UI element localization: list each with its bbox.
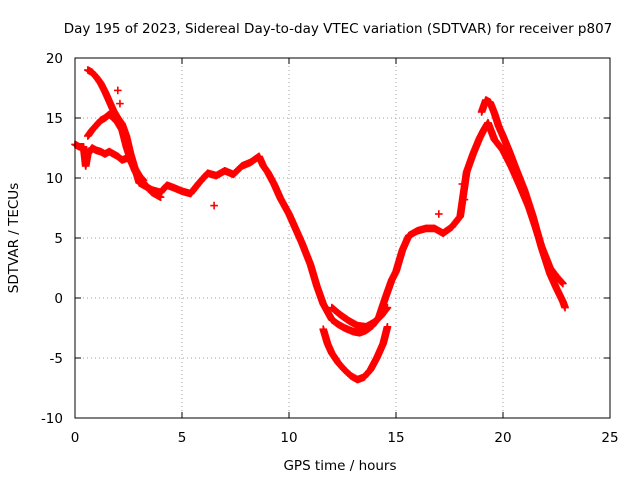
data-point	[460, 195, 469, 204]
x-tick-label: 25	[601, 430, 618, 446]
data-point	[560, 302, 569, 311]
chart-title: Day 195 of 2023, Sidereal Day-to-day VTE…	[64, 21, 613, 37]
data-point	[434, 210, 443, 218]
data-point	[210, 201, 218, 210]
data-point	[116, 99, 124, 108]
y-axis-label: SDTVAR / TECUs	[6, 183, 22, 293]
x-tick-label: 10	[280, 430, 297, 446]
data-point	[558, 278, 567, 287]
y-tick-label: -5	[50, 351, 63, 367]
data-point	[383, 324, 391, 332]
y-tick-label: 20	[46, 51, 63, 67]
x-tick-label: 0	[71, 430, 80, 446]
y-tick-label: 5	[54, 231, 63, 247]
data-point	[382, 304, 391, 313]
y-tick-label: 15	[46, 111, 63, 127]
x-tick-label: 20	[494, 430, 511, 446]
grid	[75, 58, 610, 418]
data-point	[114, 86, 122, 95]
data-point	[155, 192, 164, 201]
tick-labels: 0 5 10 15 20 25 -10 -5 0 5 10 15 20	[41, 51, 619, 446]
x-tick-label: 15	[387, 430, 404, 446]
x-axis-label: GPS time / hours	[283, 458, 396, 474]
data-points	[71, 66, 569, 384]
plot-frame	[74, 57, 611, 419]
y-tick-label: -10	[41, 411, 63, 427]
y-tick-label: 10	[46, 171, 63, 187]
x-tick-label: 5	[178, 430, 187, 446]
y-tick-label: 0	[54, 291, 63, 307]
data-point	[458, 180, 467, 188]
